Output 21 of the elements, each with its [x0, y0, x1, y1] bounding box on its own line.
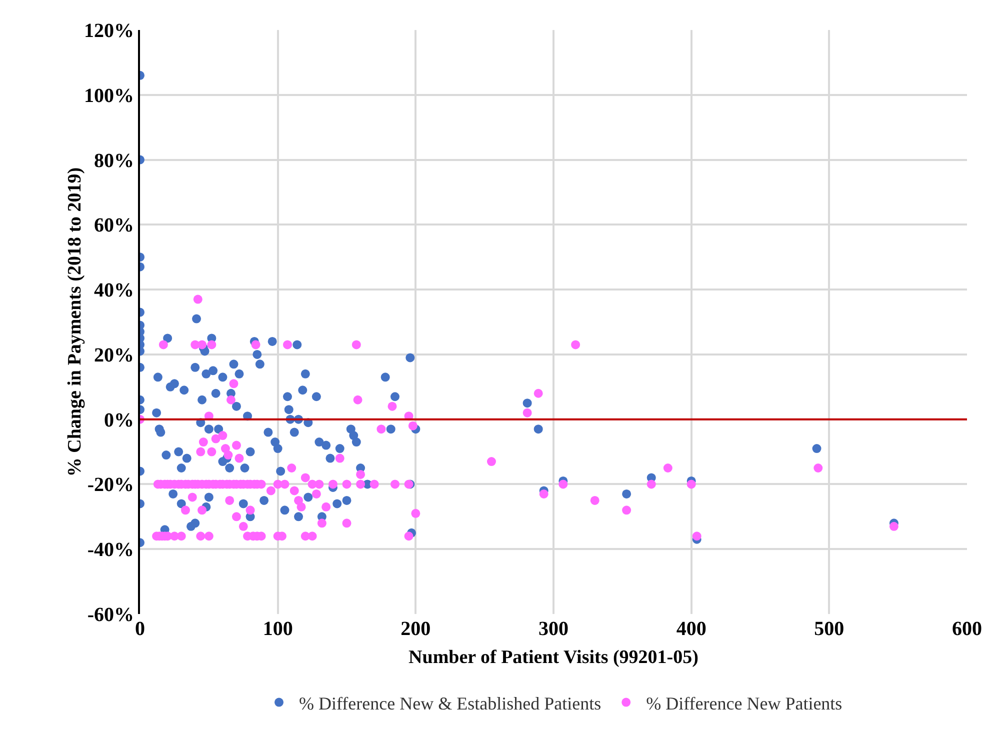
- y-tick-label: -60%: [87, 604, 134, 626]
- legend-label: % Difference New Patients: [646, 693, 842, 714]
- x-tick-label: 400: [676, 618, 706, 640]
- x-tick-label: 300: [538, 618, 568, 640]
- y-tick-label: -20%: [87, 474, 134, 496]
- y-tick-label: 20%: [94, 344, 134, 366]
- y-tick-label: 120%: [84, 20, 134, 42]
- legend-label: % Difference New & Established Patients: [299, 693, 602, 714]
- x-tick-label: 200: [400, 618, 431, 640]
- x-tick-label: 100: [262, 618, 293, 640]
- y-tick-label: -40%: [87, 539, 134, 562]
- x-tick-label: 600: [952, 618, 982, 640]
- y-tick-label: 0%: [104, 409, 134, 432]
- y-axis-title: % Change in Payments (2018 to 2019): [64, 167, 86, 477]
- y-tick-label: 60%: [94, 214, 134, 237]
- y-tick-label: 80%: [94, 150, 134, 172]
- x-tick-label: 500: [814, 618, 844, 640]
- y-tick-label: 40%: [94, 280, 134, 302]
- x-tick-label: 0: [135, 618, 145, 640]
- y-tick-label: 100%: [84, 84, 134, 107]
- x-axis-title: Number of Patient Visits (99201-05): [408, 646, 698, 668]
